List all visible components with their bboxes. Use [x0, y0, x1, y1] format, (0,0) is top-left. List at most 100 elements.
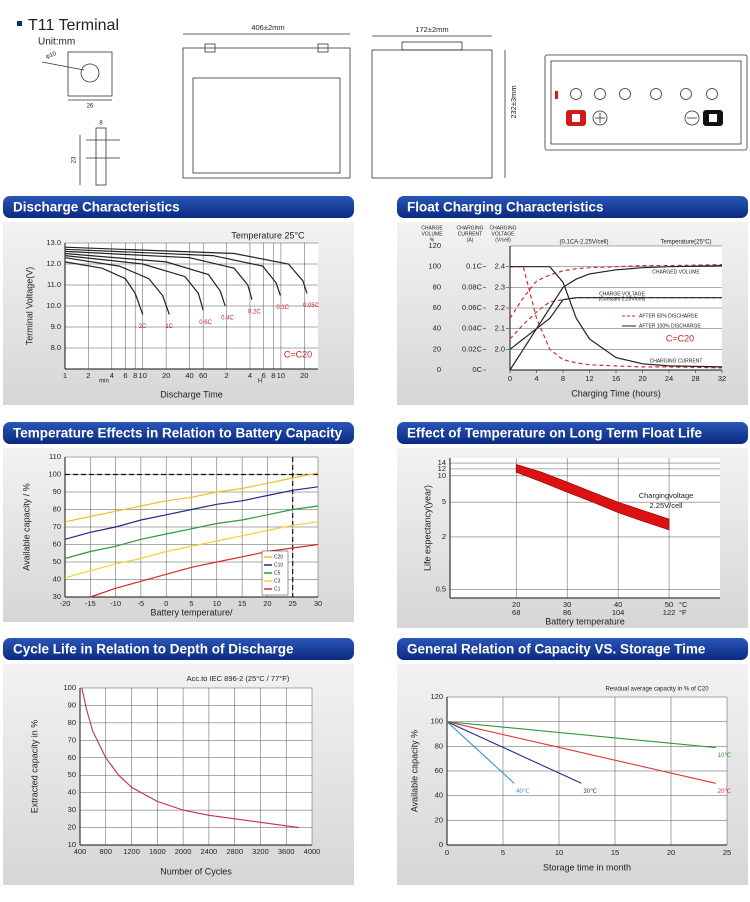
y-tick-label: 12 — [438, 464, 446, 473]
x-tick-label: 2 — [86, 371, 90, 380]
y-tick-label: 80 — [435, 741, 443, 750]
series-line — [64, 257, 170, 315]
x-tick-label: 28 — [691, 374, 699, 383]
y-tick-label: 30 — [68, 805, 76, 814]
series-line — [64, 521, 319, 579]
x-tick-label: 4 — [534, 374, 538, 383]
annotation: (Constant 2.25V/cell) — [599, 296, 646, 302]
y-tick-label: 100 — [428, 262, 441, 271]
series-label: 0.6C — [199, 320, 212, 326]
y-tick-label: 0.04C — [462, 324, 483, 333]
annotation: CHARGE VOLTAGE — [599, 291, 645, 297]
x-tick-label: -20 — [60, 599, 71, 608]
series-line — [446, 721, 515, 784]
terminal-hole — [80, 63, 100, 83]
x-tick-label: 32 — [718, 374, 726, 383]
y-tick-label: 0 — [439, 840, 443, 849]
series-line — [64, 505, 319, 560]
y-tick-label: 0.02C — [462, 344, 483, 353]
annotation: 2.25V/cell — [650, 501, 683, 510]
y-axis-label: VOLTAGE — [492, 231, 516, 237]
minus-sign — [684, 110, 700, 126]
bullet — [17, 21, 22, 26]
series-label: 0.1C — [276, 305, 289, 311]
series-line — [64, 255, 204, 311]
y-tick-label: 0 — [437, 365, 441, 374]
y-tick-label: 90 — [68, 700, 76, 709]
vent — [650, 88, 662, 100]
x-axis-label: Storage time in month — [543, 862, 631, 872]
x-tick-label: 15 — [238, 599, 246, 608]
legend-label: C10 — [274, 562, 283, 568]
legend-label: C3 — [274, 578, 281, 584]
y-tick-label: 20 — [68, 823, 76, 832]
x-tick-label: 800 — [100, 847, 113, 856]
annotation: Temperature(25°C) — [660, 240, 711, 246]
y-tick-label: 11.0 — [47, 280, 61, 289]
dimension-text: 172±2mm — [415, 25, 448, 34]
terminal-block — [317, 43, 329, 53]
x-unit: °F — [679, 608, 687, 617]
y-axis-label: Terminal Voltage(V) — [24, 267, 34, 346]
series-line — [446, 721, 716, 784]
terminal-plate — [67, 51, 113, 97]
y-tick-label: 0.1C — [466, 262, 482, 271]
y-tick-label: 50 — [68, 770, 76, 779]
series-line — [64, 472, 319, 523]
annotation: CHARGED VOLUME — [652, 269, 700, 275]
y-tick-label: 30 — [53, 592, 61, 601]
series-line — [90, 543, 319, 598]
y-tick-label: 0C — [472, 365, 482, 374]
x-tick-label: 3200 — [252, 847, 269, 856]
y-tick-label: 13.0 — [46, 238, 61, 247]
y-axis-label: Available capacity % — [409, 730, 419, 812]
y-tick-label: 120 — [430, 692, 443, 701]
series-line — [509, 297, 722, 350]
x-axis-label: Battery temperature — [545, 616, 625, 626]
y-axis-label: CHARGING — [457, 225, 484, 231]
x-tick-label: 10 — [139, 371, 147, 380]
top-drawings: T11 Terminal Unit:mm φ10 26 8 23 406±2mm… — [17, 17, 748, 186]
y-axis-label: Extracted capacity in % — [29, 720, 39, 814]
y-tick-label: 100 — [430, 717, 443, 726]
vent — [570, 88, 582, 100]
x-tick-label: 5 — [189, 599, 193, 608]
series-line — [64, 248, 281, 296]
x-tick-label: 10 — [555, 848, 563, 857]
x-tick-label: 25 — [723, 848, 731, 857]
series-line — [509, 264, 723, 319]
series-label: 20℃ — [718, 788, 732, 795]
x-tick-label: 24 — [665, 374, 673, 383]
mark — [555, 91, 558, 99]
x-tick-label: 4000 — [304, 847, 321, 856]
x-tick-label: 8 — [133, 371, 137, 380]
x-tick-label: 4 — [248, 371, 252, 380]
x-tick-label-f: 104 — [612, 608, 625, 617]
y-tick-label: 2.3 — [495, 282, 505, 291]
y-tick-label: 20 — [435, 815, 443, 824]
y-axis-label: Available capacity / % — [21, 483, 31, 570]
y-tick-label: 10 — [438, 471, 446, 480]
vent — [619, 88, 631, 100]
series-label: 0.2C — [248, 309, 261, 315]
y-tick-label: 0.5 — [436, 585, 446, 594]
x-tick-label: 2400 — [201, 847, 218, 856]
terminal-hole — [709, 114, 717, 122]
dimension-text: 232±3mm — [509, 85, 518, 118]
section-header — [3, 196, 354, 218]
y-axis-label: CHARGING — [490, 225, 517, 231]
series-line — [446, 721, 582, 784]
y-tick-label: 2.4 — [495, 262, 505, 271]
y-tick-label: 40 — [68, 788, 76, 797]
x-tick-label-f: 86 — [563, 608, 571, 617]
y-tick-label: 40 — [53, 574, 61, 583]
section-title: Cycle Life in Relation to Depth of Disch… — [13, 642, 294, 657]
x-tick-label: 25 — [289, 599, 297, 608]
x-tick-label: 1600 — [149, 847, 166, 856]
dimension-text: 23 — [72, 156, 78, 163]
x-tick-label: -5 — [138, 599, 145, 608]
terminal-title: T11 Terminal — [28, 17, 119, 34]
annotation: Chargingvoltage — [639, 491, 694, 500]
battery-front — [182, 47, 351, 179]
y-tick-label: 110 — [49, 452, 61, 461]
